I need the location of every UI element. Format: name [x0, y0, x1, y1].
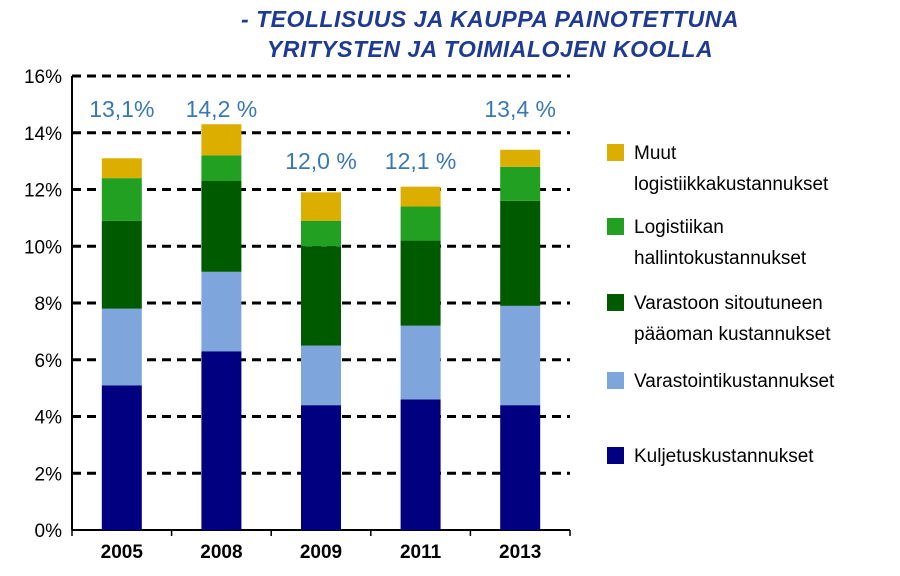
legend-label: logistiikkakustannukset [634, 174, 829, 195]
legend-swatch [607, 218, 624, 235]
total-data-label: 13,1% [89, 96, 154, 122]
legend-label: pääoman kustannukset [634, 324, 831, 345]
legend-swatch [607, 372, 624, 389]
bar-segment [400, 186, 441, 207]
y-tick-label: 2% [35, 464, 63, 485]
bar-segment [201, 124, 242, 156]
x-tick-label: 2013 [499, 542, 541, 563]
bar-segment [400, 325, 441, 400]
x-tick-label: 2008 [200, 542, 242, 563]
total-data-label: 12,0 % [285, 148, 357, 174]
y-tick-label: 0% [35, 521, 63, 542]
y-tick-label: 14% [24, 124, 62, 145]
bar-segment [101, 385, 142, 530]
y-tick-label: 10% [24, 237, 62, 258]
bar-segment [400, 240, 441, 326]
bar-segment [201, 271, 242, 352]
legend-label: Muut [634, 143, 677, 164]
total-data-label: 13,4 % [484, 96, 556, 122]
bar-segment [500, 405, 541, 530]
legend-label: Varastoon sitoutuneen [634, 293, 823, 314]
bar-segment [101, 220, 142, 309]
y-tick-label: 16% [24, 67, 62, 88]
y-tick-label: 6% [35, 351, 63, 372]
bar-segment [400, 399, 441, 530]
legend-label: Logistiikan [634, 217, 724, 238]
bar-segment [301, 345, 341, 406]
total-data-label: 12,1 % [385, 148, 457, 174]
x-tick-label: 2005 [101, 542, 144, 563]
bar-segment [500, 149, 541, 167]
bar-segment [201, 351, 242, 530]
chart-title-line-1: - TEOLLISUUS JA KAUPPA PAINOTETTUNA [241, 6, 739, 32]
bar-segment [301, 192, 341, 221]
bar-segment [301, 246, 341, 346]
bar-segment [301, 220, 341, 247]
bar-segment [500, 305, 541, 406]
legend-label: Kuljetuskustannukset [634, 446, 814, 467]
bar-segment [201, 180, 242, 272]
legend-swatch [607, 144, 624, 161]
chart-title-line-2: YRITYSTEN JA TOIMIALOJEN KOOLLA [266, 36, 714, 62]
bar-segment [101, 178, 142, 221]
total-data-label: 14,2 % [186, 96, 258, 122]
y-tick-label: 12% [24, 181, 62, 202]
legend-label: hallintokustannukset [634, 248, 807, 269]
bar-segment [500, 200, 541, 306]
x-tick-label: 2009 [300, 542, 342, 563]
y-tick-label: 8% [35, 294, 63, 315]
y-tick-label: 4% [35, 408, 63, 429]
legend-swatch [607, 294, 624, 311]
bar-segment [101, 158, 142, 179]
legend-label: Varastointikustannukset [634, 371, 835, 392]
bar-segment [400, 206, 441, 241]
bar-segment [301, 405, 341, 530]
legend-swatch [607, 447, 624, 464]
x-tick-label: 2011 [400, 542, 442, 563]
bar-segment [201, 155, 242, 181]
bar-segment [101, 308, 142, 386]
bar-segment [500, 166, 541, 201]
